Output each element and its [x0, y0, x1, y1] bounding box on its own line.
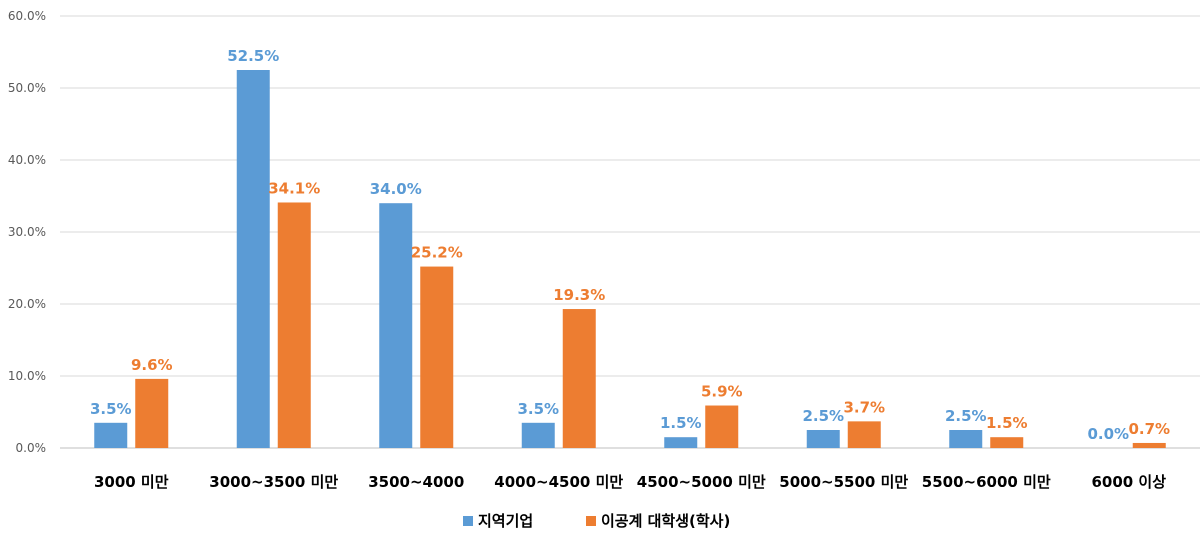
bar — [562, 309, 596, 448]
data-label: 9.6% — [131, 356, 173, 374]
bar — [94, 422, 128, 448]
legend-label: 지역기업 — [478, 512, 533, 530]
data-label: 52.5% — [227, 47, 279, 65]
data-label: 3.5% — [90, 400, 132, 418]
data-label: 0.7% — [1128, 420, 1170, 438]
bar — [705, 405, 739, 448]
y-tick-label: 30.0% — [8, 225, 46, 239]
y-tick-label: 50.0% — [8, 81, 46, 95]
y-tick-label: 40.0% — [8, 153, 46, 167]
data-label: 34.0% — [370, 180, 422, 198]
data-label: 0.0% — [1087, 425, 1129, 443]
bar — [521, 422, 555, 448]
data-label: 1.5% — [660, 414, 702, 432]
data-label: 2.5% — [945, 407, 987, 425]
data-label: 3.5% — [517, 400, 559, 418]
data-label: 25.2% — [411, 244, 463, 262]
y-tick-label: 60.0% — [8, 9, 46, 23]
x-tick-label: 3000~3500 미만 — [209, 473, 338, 491]
data-label: 2.5% — [802, 407, 844, 425]
bar — [990, 437, 1024, 448]
bar — [949, 430, 983, 448]
bar — [277, 202, 311, 448]
x-tick-label: 3500~4000 — [368, 473, 464, 491]
x-tick-label: 4000~4500 미만 — [494, 473, 623, 491]
bar — [806, 430, 840, 448]
bar — [664, 437, 698, 448]
data-label: 19.3% — [553, 286, 605, 304]
legend-swatch — [463, 516, 473, 526]
x-tick-label: 5500~6000 미만 — [922, 473, 1051, 491]
bar — [379, 203, 413, 448]
bar — [847, 421, 881, 448]
bar — [236, 70, 270, 448]
y-tick-label: 20.0% — [8, 297, 46, 311]
bar — [1132, 442, 1166, 448]
legend-swatch — [586, 516, 596, 526]
data-label: 1.5% — [986, 414, 1028, 432]
x-tick-label: 3000 미만 — [94, 473, 169, 491]
y-tick-label: 0.0% — [16, 441, 47, 455]
y-tick-label: 10.0% — [8, 369, 46, 383]
data-label: 3.7% — [843, 398, 885, 416]
legend-label: 이공계 대학생(학사) — [601, 512, 730, 530]
x-tick-label: 6000 이상 — [1091, 473, 1166, 491]
x-tick-label: 5000~5500 미만 — [779, 473, 908, 491]
bar — [135, 378, 169, 448]
data-label: 34.1% — [268, 179, 320, 197]
x-tick-label: 4500~5000 미만 — [637, 473, 766, 491]
data-label: 5.9% — [701, 383, 743, 401]
bar — [420, 266, 454, 448]
